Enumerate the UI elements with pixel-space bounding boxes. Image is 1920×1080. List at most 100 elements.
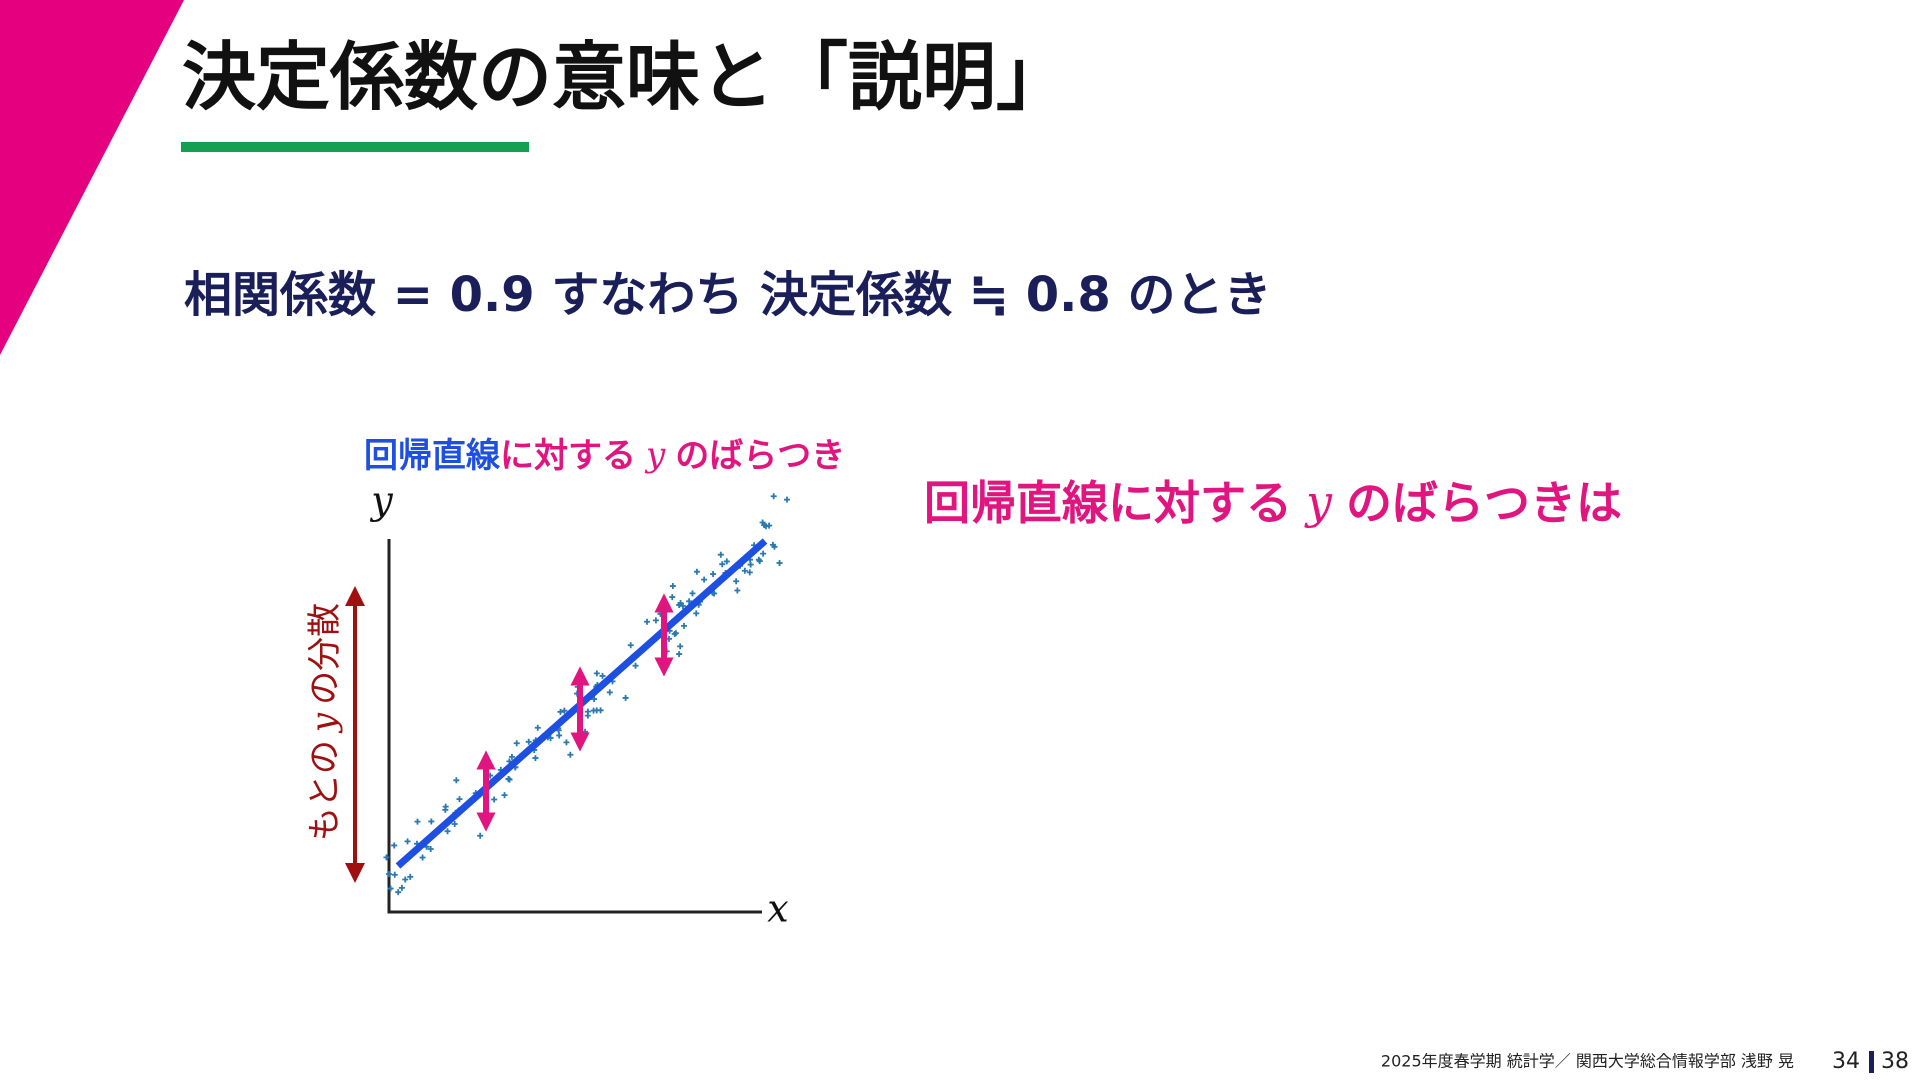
scatter-point xyxy=(534,724,541,731)
scatter-point xyxy=(402,876,409,883)
y-axis-label: y xyxy=(369,479,393,523)
scatter-point xyxy=(556,732,563,739)
scatter-point xyxy=(563,739,570,746)
axes xyxy=(387,539,762,914)
scatter-point xyxy=(451,821,458,828)
scatter-point xyxy=(723,558,730,565)
scatter-point xyxy=(453,777,460,784)
scatter-point xyxy=(719,561,726,568)
page-total: 38 xyxy=(1881,1049,1909,1074)
scatter-point xyxy=(689,590,696,597)
label-part: に対する xyxy=(500,436,636,476)
scatter-point xyxy=(783,496,790,503)
scatter-point xyxy=(627,642,634,649)
scatter-point xyxy=(676,651,683,658)
scatter-point xyxy=(686,598,693,605)
note-part: のばらつきは xyxy=(1346,476,1622,530)
scatter-point xyxy=(669,583,676,590)
scatter-point xyxy=(681,622,688,629)
scatter-point xyxy=(693,568,700,575)
scatter-point xyxy=(769,541,776,548)
diagram: 回帰直線に対する y のばらつき y x もとのyの分散 xyxy=(304,435,845,931)
scatter-point xyxy=(741,567,748,574)
scatter-point xyxy=(404,838,411,845)
scatter-point xyxy=(525,738,532,745)
scatter-point xyxy=(710,571,717,578)
scatter-point xyxy=(385,871,392,878)
scatter-point xyxy=(776,559,783,566)
footer-text: 2025年度春学期 統計学／ 関西大学総合情報学部 浅野 晃 xyxy=(1381,1052,1794,1071)
scatter-point xyxy=(398,884,405,891)
scatter-point xyxy=(717,551,724,558)
label-part: 回帰直線 xyxy=(364,436,501,476)
scatter-point xyxy=(407,873,414,880)
scatter-point xyxy=(756,558,763,565)
scatter-point xyxy=(395,889,402,896)
scatter-point xyxy=(669,594,676,601)
scatter-point xyxy=(508,753,515,760)
scatter-point xyxy=(759,519,766,526)
scatter-point xyxy=(567,751,574,758)
note: 回帰直線に対する y のばらつきは xyxy=(924,475,1622,530)
label-part: のばらつき xyxy=(675,436,845,476)
scatter-point xyxy=(693,610,700,617)
scatter-point xyxy=(547,735,554,742)
scatter-point xyxy=(442,803,449,810)
note-part: y xyxy=(1304,475,1333,529)
scatter-point xyxy=(746,569,753,576)
scatter-point xyxy=(593,670,600,677)
subtitle: 相関係数 = 0.9 すなわち 決定係数 ≒ 0.8 のとき xyxy=(184,267,1271,323)
scatter-point xyxy=(513,740,520,747)
scatter-point xyxy=(644,618,651,625)
scatter-point xyxy=(387,885,394,892)
scatter-point xyxy=(677,643,684,650)
note-part: 回帰直線に対する xyxy=(924,476,1292,530)
scatter-point xyxy=(444,828,451,835)
scatter-point xyxy=(734,587,741,594)
scatter-point xyxy=(456,796,463,803)
scatter-point xyxy=(677,600,684,607)
scatter-point xyxy=(672,630,679,637)
scatter-point xyxy=(733,578,740,585)
vertical-label: もとの y の分散 xyxy=(304,603,345,841)
scatter-point xyxy=(632,662,639,669)
scatter-point xyxy=(701,576,708,583)
diagram-label: 回帰直線に対する y のばらつき xyxy=(364,435,845,476)
scatter-point xyxy=(622,694,629,701)
scatter-point xyxy=(532,755,539,762)
scatter-point xyxy=(591,696,598,703)
x-axis-label: x xyxy=(767,887,788,931)
scatter-point xyxy=(391,871,398,878)
scatter-point xyxy=(590,707,597,714)
scatter-point xyxy=(491,796,498,803)
scatter-point xyxy=(383,854,390,861)
scatter-point xyxy=(501,792,508,799)
scatter-point xyxy=(414,818,421,825)
scatter-point xyxy=(760,550,767,557)
scatter-point xyxy=(427,845,434,852)
scatter-point xyxy=(652,617,659,624)
scatter-point xyxy=(606,689,613,696)
scatter-point xyxy=(599,672,606,679)
scatter-point xyxy=(391,842,398,849)
page-separator xyxy=(1869,1051,1874,1073)
label-part: もとの xyxy=(305,740,345,841)
scatter-point xyxy=(561,707,568,714)
scatter-point xyxy=(766,522,773,529)
corner-accent xyxy=(0,0,184,355)
scatter-point xyxy=(419,854,426,861)
scatter-point xyxy=(770,493,777,500)
label-part: y xyxy=(644,435,666,475)
title-underline xyxy=(181,142,529,152)
scatter-point xyxy=(557,708,564,715)
scatter-point xyxy=(477,832,484,839)
page-number: 34 xyxy=(1832,1049,1860,1074)
slide-title: 決定係数の意味と「説明」 xyxy=(182,35,1070,121)
scatter-point xyxy=(505,775,512,782)
scatter-point xyxy=(428,818,435,825)
label-part: の分散 xyxy=(305,603,345,705)
scatter-point xyxy=(584,712,591,719)
label-part: y xyxy=(304,712,344,734)
scatter-point xyxy=(597,707,604,714)
